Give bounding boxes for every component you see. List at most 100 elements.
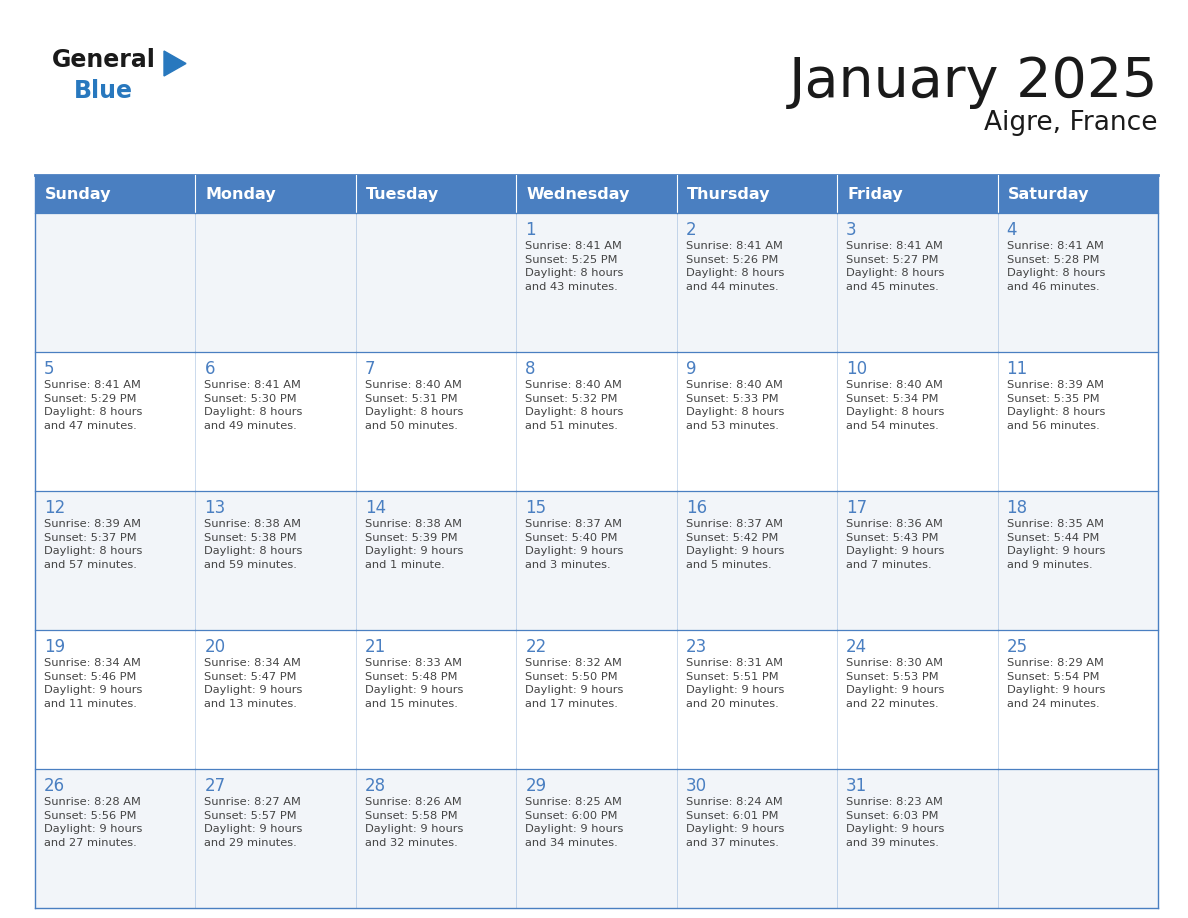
Text: 6: 6 [204, 360, 215, 378]
Text: Sunrise: 8:33 AM
Sunset: 5:48 PM
Daylight: 9 hours
and 15 minutes.: Sunrise: 8:33 AM Sunset: 5:48 PM Dayligh… [365, 658, 463, 709]
Text: Sunrise: 8:40 AM
Sunset: 5:32 PM
Daylight: 8 hours
and 51 minutes.: Sunrise: 8:40 AM Sunset: 5:32 PM Dayligh… [525, 380, 624, 431]
Text: Sunrise: 8:31 AM
Sunset: 5:51 PM
Daylight: 9 hours
and 20 minutes.: Sunrise: 8:31 AM Sunset: 5:51 PM Dayligh… [685, 658, 784, 709]
Bar [356, 630, 517, 769]
Text: Blue: Blue [74, 79, 133, 103]
Polygon shape [164, 51, 187, 76]
Text: 31: 31 [846, 777, 867, 795]
Text: 29: 29 [525, 777, 546, 795]
Text: Wednesday: Wednesday [526, 186, 630, 201]
Text: 28: 28 [365, 777, 386, 795]
Bar [998, 491, 1158, 630]
Bar [196, 213, 356, 352]
Text: 17: 17 [846, 499, 867, 517]
Bar [998, 175, 1158, 213]
Text: Sunrise: 8:26 AM
Sunset: 5:58 PM
Daylight: 9 hours
and 32 minutes.: Sunrise: 8:26 AM Sunset: 5:58 PM Dayligh… [365, 797, 463, 848]
Text: 12: 12 [44, 499, 65, 517]
Text: Sunday: Sunday [45, 186, 112, 201]
Text: 18: 18 [1006, 499, 1028, 517]
Bar [838, 630, 998, 769]
Bar [998, 352, 1158, 491]
Bar [998, 769, 1158, 908]
Bar [838, 491, 998, 630]
Text: 9: 9 [685, 360, 696, 378]
Text: Sunrise: 8:41 AM
Sunset: 5:26 PM
Daylight: 8 hours
and 44 minutes.: Sunrise: 8:41 AM Sunset: 5:26 PM Dayligh… [685, 241, 784, 292]
Text: Sunrise: 8:36 AM
Sunset: 5:43 PM
Daylight: 9 hours
and 7 minutes.: Sunrise: 8:36 AM Sunset: 5:43 PM Dayligh… [846, 519, 944, 570]
Bar [677, 352, 838, 491]
Text: Sunrise: 8:38 AM
Sunset: 5:38 PM
Daylight: 8 hours
and 59 minutes.: Sunrise: 8:38 AM Sunset: 5:38 PM Dayligh… [204, 519, 303, 570]
Text: 14: 14 [365, 499, 386, 517]
Text: Sunrise: 8:40 AM
Sunset: 5:34 PM
Daylight: 8 hours
and 54 minutes.: Sunrise: 8:40 AM Sunset: 5:34 PM Dayligh… [846, 380, 944, 431]
Text: Sunrise: 8:41 AM
Sunset: 5:25 PM
Daylight: 8 hours
and 43 minutes.: Sunrise: 8:41 AM Sunset: 5:25 PM Dayligh… [525, 241, 624, 292]
Bar [838, 769, 998, 908]
Text: Monday: Monday [206, 186, 276, 201]
Bar [517, 175, 677, 213]
Text: Sunrise: 8:24 AM
Sunset: 6:01 PM
Daylight: 9 hours
and 37 minutes.: Sunrise: 8:24 AM Sunset: 6:01 PM Dayligh… [685, 797, 784, 848]
Bar [677, 630, 838, 769]
Bar [196, 769, 356, 908]
Text: 11: 11 [1006, 360, 1028, 378]
Text: Friday: Friday [847, 186, 903, 201]
Text: Sunrise: 8:38 AM
Sunset: 5:39 PM
Daylight: 9 hours
and 1 minute.: Sunrise: 8:38 AM Sunset: 5:39 PM Dayligh… [365, 519, 463, 570]
Text: Sunrise: 8:32 AM
Sunset: 5:50 PM
Daylight: 9 hours
and 17 minutes.: Sunrise: 8:32 AM Sunset: 5:50 PM Dayligh… [525, 658, 624, 709]
Text: 5: 5 [44, 360, 55, 378]
Text: Sunrise: 8:29 AM
Sunset: 5:54 PM
Daylight: 9 hours
and 24 minutes.: Sunrise: 8:29 AM Sunset: 5:54 PM Dayligh… [1006, 658, 1105, 709]
Bar [677, 491, 838, 630]
Text: Sunrise: 8:41 AM
Sunset: 5:27 PM
Daylight: 8 hours
and 45 minutes.: Sunrise: 8:41 AM Sunset: 5:27 PM Dayligh… [846, 241, 944, 292]
Bar [34, 630, 196, 769]
Bar [677, 175, 838, 213]
Text: 23: 23 [685, 638, 707, 656]
Text: 2: 2 [685, 221, 696, 239]
Text: 27: 27 [204, 777, 226, 795]
Text: Sunrise: 8:37 AM
Sunset: 5:40 PM
Daylight: 9 hours
and 3 minutes.: Sunrise: 8:37 AM Sunset: 5:40 PM Dayligh… [525, 519, 624, 570]
Text: Sunrise: 8:37 AM
Sunset: 5:42 PM
Daylight: 9 hours
and 5 minutes.: Sunrise: 8:37 AM Sunset: 5:42 PM Dayligh… [685, 519, 784, 570]
Text: Aigre, France: Aigre, France [985, 110, 1158, 136]
Bar [196, 175, 356, 213]
Text: Sunrise: 8:40 AM
Sunset: 5:33 PM
Daylight: 8 hours
and 53 minutes.: Sunrise: 8:40 AM Sunset: 5:33 PM Dayligh… [685, 380, 784, 431]
Bar [517, 491, 677, 630]
Bar [677, 769, 838, 908]
Bar [517, 352, 677, 491]
Text: General: General [52, 48, 156, 72]
Bar [356, 491, 517, 630]
Text: Sunrise: 8:25 AM
Sunset: 6:00 PM
Daylight: 9 hours
and 34 minutes.: Sunrise: 8:25 AM Sunset: 6:00 PM Dayligh… [525, 797, 624, 848]
Bar [196, 352, 356, 491]
Text: 1: 1 [525, 221, 536, 239]
Text: 3: 3 [846, 221, 857, 239]
Bar [356, 213, 517, 352]
Text: 30: 30 [685, 777, 707, 795]
Bar [517, 213, 677, 352]
Bar [838, 213, 998, 352]
Bar [998, 630, 1158, 769]
Text: Tuesday: Tuesday [366, 186, 440, 201]
Bar [998, 213, 1158, 352]
Bar [34, 769, 196, 908]
Text: Sunrise: 8:23 AM
Sunset: 6:03 PM
Daylight: 9 hours
and 39 minutes.: Sunrise: 8:23 AM Sunset: 6:03 PM Dayligh… [846, 797, 944, 848]
Text: 4: 4 [1006, 221, 1017, 239]
Bar [517, 769, 677, 908]
Bar [838, 175, 998, 213]
Bar [517, 630, 677, 769]
Text: Saturday: Saturday [1007, 186, 1089, 201]
Text: 13: 13 [204, 499, 226, 517]
Text: Sunrise: 8:41 AM
Sunset: 5:30 PM
Daylight: 8 hours
and 49 minutes.: Sunrise: 8:41 AM Sunset: 5:30 PM Dayligh… [204, 380, 303, 431]
Text: Sunrise: 8:28 AM
Sunset: 5:56 PM
Daylight: 9 hours
and 27 minutes.: Sunrise: 8:28 AM Sunset: 5:56 PM Dayligh… [44, 797, 143, 848]
Text: January 2025: January 2025 [789, 55, 1158, 109]
Text: 25: 25 [1006, 638, 1028, 656]
Text: 22: 22 [525, 638, 546, 656]
Bar [34, 491, 196, 630]
Text: Sunrise: 8:40 AM
Sunset: 5:31 PM
Daylight: 8 hours
and 50 minutes.: Sunrise: 8:40 AM Sunset: 5:31 PM Dayligh… [365, 380, 463, 431]
Bar [356, 175, 517, 213]
Text: Sunrise: 8:34 AM
Sunset: 5:46 PM
Daylight: 9 hours
and 11 minutes.: Sunrise: 8:34 AM Sunset: 5:46 PM Dayligh… [44, 658, 143, 709]
Text: 16: 16 [685, 499, 707, 517]
Text: 24: 24 [846, 638, 867, 656]
Bar [34, 352, 196, 491]
Text: Sunrise: 8:39 AM
Sunset: 5:35 PM
Daylight: 8 hours
and 56 minutes.: Sunrise: 8:39 AM Sunset: 5:35 PM Dayligh… [1006, 380, 1105, 431]
Text: Sunrise: 8:30 AM
Sunset: 5:53 PM
Daylight: 9 hours
and 22 minutes.: Sunrise: 8:30 AM Sunset: 5:53 PM Dayligh… [846, 658, 944, 709]
Bar [34, 213, 196, 352]
Text: 26: 26 [44, 777, 65, 795]
Bar [356, 769, 517, 908]
Text: Sunrise: 8:41 AM
Sunset: 5:29 PM
Daylight: 8 hours
and 47 minutes.: Sunrise: 8:41 AM Sunset: 5:29 PM Dayligh… [44, 380, 143, 431]
Text: 21: 21 [365, 638, 386, 656]
Text: 15: 15 [525, 499, 546, 517]
Text: 19: 19 [44, 638, 65, 656]
